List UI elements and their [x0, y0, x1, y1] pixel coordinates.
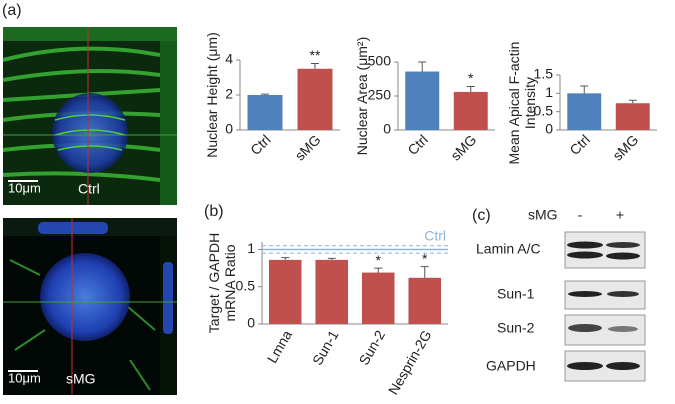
blot-row-label: GAPDH	[486, 358, 536, 374]
panel-label: (b)	[204, 203, 224, 220]
significance-label: *	[468, 70, 474, 86]
y-tick-label: 0	[247, 315, 255, 331]
y-tick-label: 2	[225, 86, 233, 102]
y-tick-label: 0.5	[236, 277, 256, 293]
y-tick-label: 250	[368, 87, 392, 103]
bar	[247, 95, 283, 130]
x-tick-label: Ctrl	[566, 131, 593, 158]
y-tick-label: 500	[368, 53, 392, 69]
bar	[268, 259, 302, 324]
y-tick-label: 0	[545, 121, 553, 137]
error-bar	[311, 63, 319, 69]
panel-label: (a)	[2, 2, 22, 19]
lane-label: +	[616, 207, 624, 223]
bar	[315, 259, 349, 324]
blot-row-label: Lamin A/C	[476, 241, 541, 257]
scale-bar-label: 10μm	[8, 180, 41, 195]
error-bar	[628, 99, 637, 104]
bar	[615, 103, 650, 130]
error-bar	[466, 85, 475, 92]
scale-bar-label: 10μm	[8, 370, 41, 385]
x-tick-label: Ctrl	[404, 131, 431, 158]
reference-label: Ctrl	[424, 227, 446, 243]
y-axis-label: Target / GAPDH mRNA Ratio	[206, 232, 238, 334]
error-bar	[418, 61, 427, 72]
lane-label: -	[578, 207, 583, 223]
image-label: Ctrl	[78, 181, 100, 197]
x-tick-label: Sun-1	[309, 327, 342, 368]
significance-label: *	[376, 252, 382, 268]
image-label: sMG	[66, 371, 96, 387]
x-tick-label: Sun-2	[356, 327, 389, 368]
bar	[405, 71, 440, 130]
y-axis-label: Nuclear Height (μm)	[204, 32, 220, 158]
significance-label: *	[422, 250, 428, 266]
y-axis-label: Nuclear Area (μm²)	[354, 36, 370, 156]
bar	[297, 68, 333, 130]
micrograph: 10μm sMG	[3, 218, 177, 395]
y-tick-label: 0	[225, 121, 233, 137]
western-blot: sMG - + Lamin A/C Sun-1 Sun-2 GAPDH	[476, 207, 646, 382]
x-tick-label: Lmna	[264, 327, 295, 366]
bar	[453, 91, 488, 130]
blot-row-label: Sun-1	[497, 286, 535, 302]
blot-row-label: Sun-2	[497, 320, 535, 336]
x-tick-label: sMG	[609, 131, 641, 163]
y-tick-label: 0	[383, 121, 391, 137]
panel-label: (c)	[472, 207, 491, 224]
y-tick-label: 1.5	[534, 66, 554, 82]
significance-label: **	[310, 47, 321, 63]
error-bar	[281, 257, 290, 260]
x-tick-label: sMG	[292, 131, 324, 163]
x-tick-label: Nesprin-2G	[385, 327, 435, 397]
error-bar	[420, 266, 429, 278]
bar	[408, 277, 442, 324]
micrograph: 10μm Ctrl	[2, 27, 177, 205]
y-tick-label: 4	[225, 51, 233, 67]
x-tick-label: sMG	[447, 131, 479, 163]
y-tick-label: 1	[545, 84, 553, 100]
error-bar	[261, 93, 269, 95]
bar	[361, 272, 395, 324]
y-tick-label: 1	[247, 240, 255, 256]
y-tick-label: 0.5	[534, 102, 554, 118]
y-axis-label: Mean Apical F-actin Intensity	[506, 41, 538, 164]
error-bar	[580, 85, 589, 94]
error-bar	[327, 257, 336, 260]
error-bar	[374, 267, 383, 273]
x-tick-label: Ctrl	[247, 131, 274, 158]
blot-header: sMG	[528, 207, 558, 223]
bar	[567, 93, 602, 130]
